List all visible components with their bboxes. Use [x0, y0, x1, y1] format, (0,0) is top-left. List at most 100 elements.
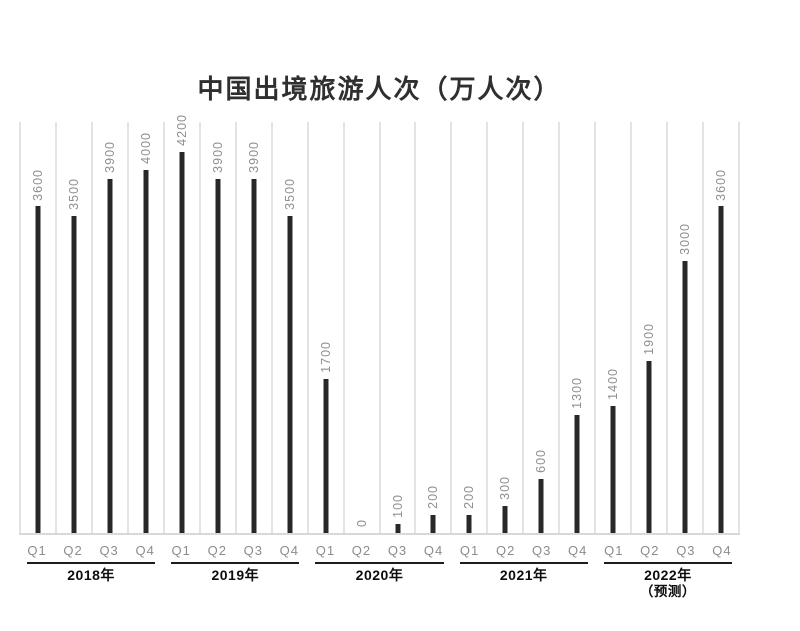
bar-value-label: 200 [426, 485, 441, 509]
year-group: 2021年 [452, 562, 596, 599]
year-group-line [603, 562, 733, 564]
bar-value-label: 3900 [210, 141, 225, 174]
year-label: 2018年 [67, 567, 115, 583]
quarter-tick-label: Q3 [676, 543, 696, 558]
bar [71, 215, 77, 533]
quarter-tick-label: Q2 [207, 543, 227, 558]
year-group-line [171, 562, 300, 564]
quarter-tick-label: Q4 [135, 543, 155, 558]
quarter-tick-label: Q1 [459, 543, 480, 558]
year-label: 2019年 [211, 567, 260, 583]
bar-value-label: 3000 [677, 223, 692, 255]
bar-column: 1400 [594, 122, 630, 533]
year-label: 2022年 [644, 567, 692, 583]
quarter-tick-label: Q4 [279, 543, 300, 558]
quarter-tick-label: Q1 [171, 543, 191, 558]
bar-value-label: 3600 [30, 168, 45, 201]
x-axis-quarter-labels: Q1 Q2 Q3 Q4 Q1 Q2 Q3 Q4 Q1 Q2 Q3 Q4 Q1 Q2 Q3 Q4 Q1 Q2 Q3 Q4 [19, 543, 740, 558]
bar-column: 4000 [126, 122, 163, 533]
bar-value-label: 3900 [102, 141, 117, 174]
year-group: 2022年 （预测） [596, 562, 740, 599]
bar [430, 514, 436, 533]
bar-value-label: 1400 [605, 368, 620, 400]
bar [323, 378, 329, 533]
bar [718, 206, 724, 533]
bar-column: 200 [450, 122, 486, 533]
bar-value-label: 3500 [66, 177, 81, 210]
bar [466, 514, 472, 533]
chart-title: 中国出境旅游人次（万人次） [197, 74, 562, 104]
quarter-tick-label: Q4 [568, 543, 588, 558]
quarter-tick-label: Q1 [27, 543, 47, 558]
year-label-note: （预测） [639, 583, 696, 599]
bar-value-label: 4200 [174, 114, 189, 146]
year-group: 2020年 [307, 562, 451, 599]
quarter-tick-label: Q2 [495, 543, 516, 558]
year-group: 2018年 [19, 562, 163, 599]
bar-value-label: 1700 [318, 341, 333, 373]
bar-column: 3900 [198, 122, 235, 533]
quarter-tick-label: Q3 [532, 543, 552, 558]
bar-column: 300 [486, 122, 522, 533]
quarter-tick-label: Q4 [423, 543, 444, 558]
bar-column: 3500 [270, 122, 307, 533]
bar-column: 100 [378, 122, 415, 533]
bar [143, 170, 149, 533]
bar-value-label: 3900 [246, 141, 261, 174]
bar-column: 200 [414, 122, 450, 533]
bar-column: 1700 [306, 122, 343, 533]
x-axis-year-groups: 2018年 2019年 2020年 2021年 2022年 （预测） [19, 562, 740, 599]
quarter-tick-label: Q4 [712, 543, 732, 558]
bar [538, 478, 544, 533]
quarter-tick-label: Q3 [99, 543, 119, 558]
bar-column: 0 [342, 122, 379, 533]
bar-column: 3000 [666, 122, 702, 533]
year-label: 2020年 [355, 567, 404, 583]
year-group-line [459, 562, 588, 564]
quarter-tick-label: Q3 [243, 543, 263, 558]
bar-value-label: 300 [498, 475, 513, 500]
bar-value-label: 0 [354, 519, 369, 527]
bar-value-label: 1900 [641, 322, 656, 355]
bar-value-label: 600 [534, 448, 549, 473]
bar-value-label: 1300 [570, 377, 585, 410]
bar-column: 3500 [54, 122, 91, 533]
bar [107, 179, 113, 533]
bar-column: 3900 [234, 122, 271, 533]
year-label: 2021年 [499, 567, 548, 583]
bar [215, 179, 221, 533]
bar-column: 3900 [90, 122, 127, 533]
bar-value-label: 4000 [138, 132, 153, 165]
bar [502, 505, 508, 533]
bar-column: 1300 [558, 122, 594, 533]
year-group: 2019年 [163, 562, 307, 599]
bar-column: 4200 [162, 114, 199, 533]
quarter-tick-label: Q2 [63, 543, 83, 558]
bar [610, 406, 616, 533]
quarter-tick-label: Q2 [351, 543, 372, 558]
plot-area: 3600 3500 3900 4000 4200 3900 3900 3500 1700 0 100… [19, 114, 741, 535]
bar-column: 3600 [702, 122, 741, 533]
bar-column: 1900 [630, 122, 666, 533]
quarter-tick-label: Q1 [604, 543, 624, 558]
bar-column: 3600 [19, 122, 55, 533]
bar [35, 206, 41, 533]
bar [179, 151, 185, 533]
bar [646, 360, 652, 533]
quarter-tick-label: Q3 [387, 543, 408, 558]
bar [574, 415, 580, 533]
bar [251, 179, 257, 533]
bar [682, 260, 688, 533]
bar-value-label: 200 [462, 485, 477, 509]
quarter-tick-label: Q2 [640, 543, 660, 558]
bar-value-label: 100 [390, 494, 405, 518]
bar-value-label: 3500 [282, 177, 297, 210]
year-group-line [27, 562, 156, 564]
year-group-line [315, 562, 444, 564]
bar [395, 523, 400, 533]
quarter-tick-label: Q1 [315, 543, 336, 558]
bar-column: 600 [522, 122, 558, 533]
bar [287, 215, 293, 533]
bar-value-label: 3600 [713, 168, 728, 201]
